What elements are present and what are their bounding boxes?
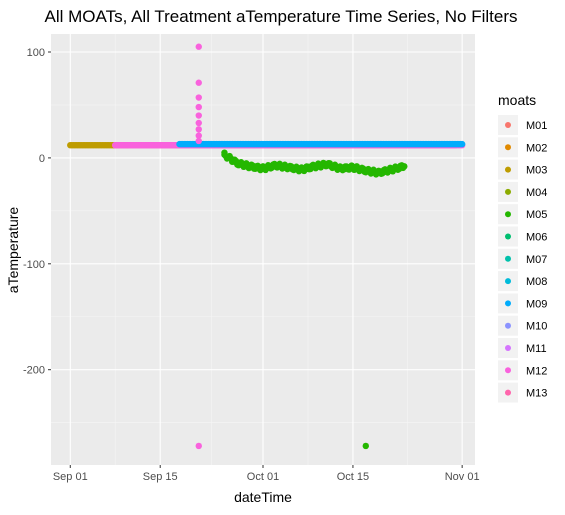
point-m05 (375, 169, 382, 176)
point-m05 (362, 442, 369, 450)
legend-label-m08: M08 (526, 276, 547, 288)
legend-label-m06: M06 (526, 232, 547, 244)
legend-key-m06 (505, 233, 511, 240)
point-m12 (195, 137, 202, 145)
x-tick-label: Nov 01 (445, 471, 480, 483)
legend-key-m07 (505, 255, 511, 262)
x-tick-label: Oct 01 (247, 471, 279, 483)
legend-key-m10 (505, 322, 511, 329)
legend-label-m04: M04 (526, 187, 547, 199)
legend-label-m11: M11 (526, 343, 547, 355)
point-m12 (195, 79, 202, 86)
point-m05 (221, 151, 228, 158)
point-m05 (401, 163, 408, 170)
legend-label-m05: M05 (526, 209, 547, 221)
point-m09 (458, 140, 466, 148)
point-m12 (195, 442, 202, 450)
point-m05 (311, 163, 318, 170)
point-m05 (285, 164, 292, 171)
point-m12 (195, 43, 202, 50)
data-points (67, 43, 466, 450)
chart-title: All MOATs, All Treatment aTemperature Ti… (45, 7, 518, 26)
legend-label-m01: M01 (526, 120, 547, 132)
legend-title: moats (498, 92, 536, 108)
point-m12 (195, 132, 202, 139)
legend-key-m04 (505, 188, 511, 195)
legend-key-m12 (505, 367, 511, 374)
x-axis-title: dateTime (234, 489, 292, 505)
y-tick-label: -200 (23, 365, 45, 377)
legend-label-m12: M12 (526, 365, 547, 377)
legend-label-m07: M07 (526, 254, 547, 266)
point-m05 (388, 166, 395, 173)
legend-label-m02: M02 (526, 142, 547, 154)
point-m05 (349, 164, 357, 171)
legend: M01 M02 M03 M04 M05 M06 M07 M08 M09 M10 M11 M12 M13 (498, 115, 547, 403)
x-tick-label: Sep 01 (53, 471, 88, 483)
legend-key-m05 (505, 211, 511, 218)
point-m12 (195, 94, 202, 101)
x-tick-label: Oct 15 (337, 471, 369, 483)
point-m12 (195, 103, 202, 111)
y-axis-title: aTemperature (5, 207, 21, 294)
legend-label-m09: M09 (526, 298, 547, 310)
y-tick-label: -100 (23, 259, 45, 271)
x-tick-label: Sep 15 (143, 471, 178, 483)
legend-key-m01 (505, 122, 511, 128)
point-m12 (195, 119, 202, 127)
grid-lines (51, 34, 475, 465)
legend-key-m08 (505, 278, 511, 285)
point-m05 (246, 163, 254, 170)
point-m12 (195, 126, 202, 133)
y-tick-label: 100 (27, 47, 45, 59)
y-axis-ticks: 100 0 -100 -200 (23, 47, 51, 377)
legend-label-m10: M10 (526, 321, 547, 333)
point-m05 (272, 162, 280, 169)
legend-label-m13: M13 (526, 388, 547, 400)
legend-key-m11 (505, 345, 511, 351)
point-m05 (324, 161, 331, 168)
point-m12 (195, 112, 202, 119)
legend-key-m03 (505, 166, 511, 173)
x-axis-ticks: Sep 01 Sep 15 Oct 01 Oct 15 Nov 01 (53, 465, 480, 483)
point-m05 (259, 165, 267, 172)
point-m05 (234, 159, 241, 167)
legend-key-m02 (505, 144, 511, 151)
legend-key-m13 (505, 389, 511, 396)
point-m05 (298, 166, 305, 173)
point-m05 (362, 167, 369, 174)
y-tick-label: 0 (39, 153, 45, 165)
legend-key-m09 (505, 300, 511, 307)
legend-label-m03: M03 (526, 165, 547, 177)
point-m05 (336, 165, 344, 172)
